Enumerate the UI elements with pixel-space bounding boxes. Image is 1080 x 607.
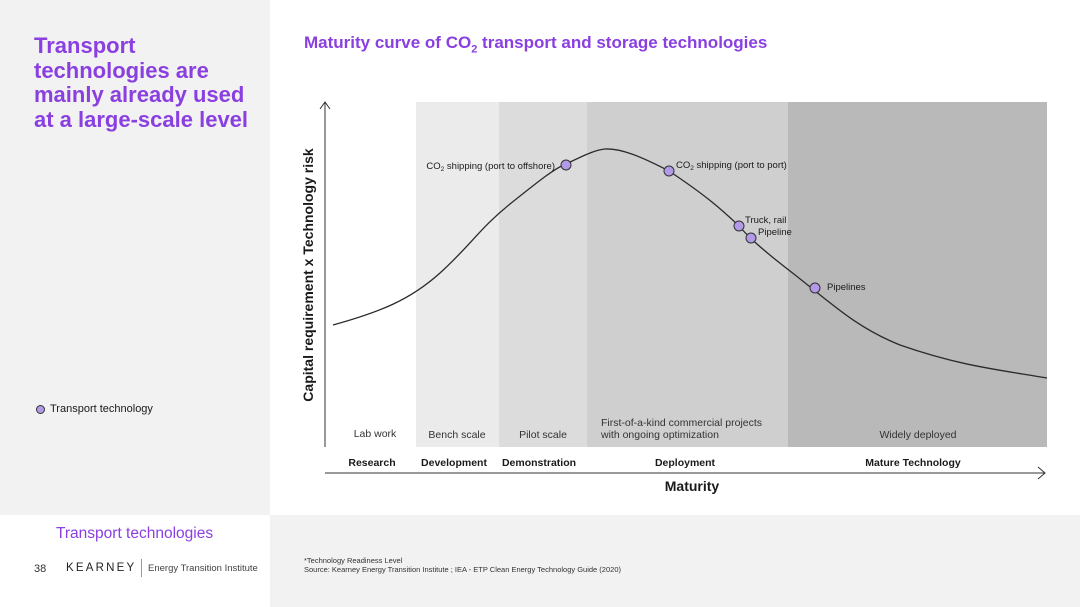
label-co2-shipping-port: CO2 shipping (port to port) — [676, 160, 787, 172]
label-pipeline: Pipeline — [758, 227, 792, 238]
band-deployment-label-2: with ongoing optimization — [600, 429, 719, 441]
y-axis-label: Capital requirement x Technology risk — [300, 148, 316, 402]
logo-divider — [141, 559, 142, 577]
label-port-sub: 2 — [690, 165, 694, 172]
band-demonstration-bg — [499, 102, 587, 447]
point-co2-shipping-offshore — [560, 159, 572, 171]
footer-background — [270, 515, 1080, 607]
institute-name: Energy Transition Institute — [148, 563, 258, 574]
band-deployment-bg — [587, 102, 788, 447]
label-pipelines: Pipelines — [827, 282, 866, 293]
footnote: *Technology Readiness Level Source: Kear… — [304, 556, 621, 574]
legend-marker — [36, 404, 45, 414]
band-deployment-label-1: First-of-a-kind commercial projects — [601, 417, 762, 429]
stage-deployment: Deployment — [655, 457, 716, 469]
band-research-label: Lab work — [354, 428, 397, 440]
footnote-source: Source: Kearney Energy Transition Instit… — [304, 565, 621, 574]
chart-title-post: transport and storage technologies — [477, 33, 768, 52]
chart-title: Maturity curve of CO2 transport and stor… — [304, 33, 767, 55]
label-offshore-post: shipping (port to offshore) — [444, 161, 555, 172]
slide-headline: Transport technologies are mainly alread… — [34, 33, 249, 132]
label-port-post: shipping (port to port) — [694, 160, 787, 171]
chart-title-pre: Maturity curve of CO — [304, 33, 472, 52]
stage-mature-technology: Mature Technology — [865, 457, 961, 469]
legend: Transport technology — [36, 403, 153, 415]
stage-development: Development — [421, 457, 487, 469]
left-panel — [0, 0, 270, 515]
point-pipelines — [809, 282, 821, 294]
maturity-curve — [332, 148, 1048, 379]
kearney-logo: KEARNEY — [66, 562, 137, 574]
stage-demonstration: Demonstration — [502, 457, 576, 469]
band-mature-bg — [788, 102, 1047, 447]
point-co2-shipping-port — [663, 165, 675, 177]
page-number: 38 — [34, 563, 47, 575]
x-axis-arrow-icon — [1037, 466, 1046, 480]
band-development-label: Bench scale — [428, 429, 485, 441]
stage-research: Research — [348, 457, 395, 469]
legend-label: Transport technology — [50, 403, 153, 415]
footnote-trl: *Technology Readiness Level — [304, 556, 403, 565]
label-port-pre: CO — [676, 160, 690, 171]
label-offshore-pre: CO — [426, 161, 440, 172]
chart-title-sub: 2 — [471, 43, 478, 56]
label-co2-shipping-offshore: CO2 shipping (port to offshore) — [426, 161, 555, 173]
label-offshore-sub: 2 — [441, 166, 445, 173]
band-research-bg — [330, 102, 416, 447]
band-mature-label: Widely deployed — [879, 429, 956, 441]
band-demonstration-label: Pilot scale — [519, 429, 567, 441]
point-pipeline — [745, 232, 757, 244]
y-axis-arrow-icon — [319, 101, 331, 110]
section-label: Transport technologies — [56, 525, 214, 542]
point-truck-rail — [733, 220, 745, 232]
x-axis-label: Maturity — [665, 478, 720, 494]
label-truck-rail: Truck, rail — [745, 215, 786, 226]
band-development-bg — [416, 102, 499, 447]
